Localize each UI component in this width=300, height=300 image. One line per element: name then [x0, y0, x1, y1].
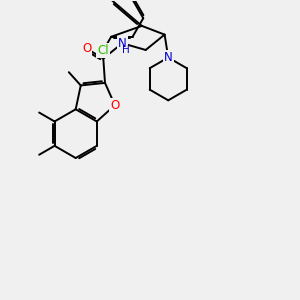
Text: N: N — [118, 37, 127, 50]
Text: Cl: Cl — [97, 44, 109, 57]
Text: O: O — [110, 99, 119, 112]
Text: N: N — [164, 51, 172, 64]
Text: O: O — [82, 42, 92, 55]
Text: H: H — [122, 45, 130, 55]
